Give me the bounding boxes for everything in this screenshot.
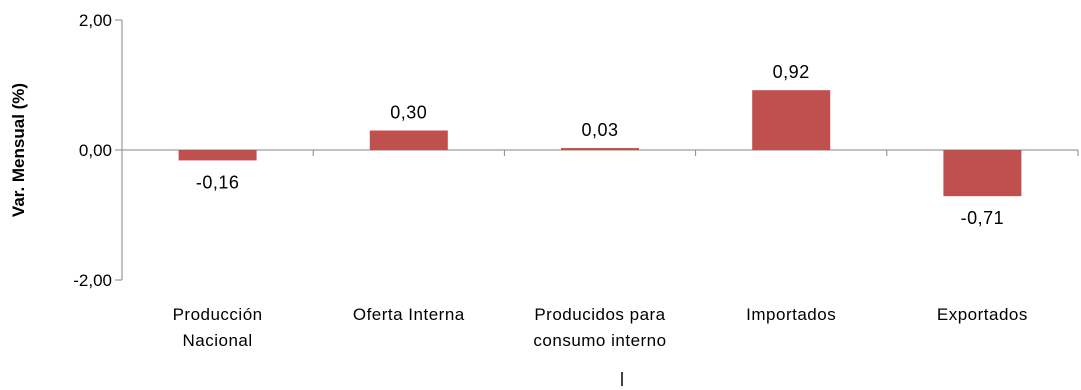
x-tick-label: Oferta Interna xyxy=(353,305,465,324)
bar xyxy=(561,148,639,150)
x-tick-label-line: Exportados xyxy=(937,305,1028,324)
x-tick-label-line: Importados xyxy=(746,305,836,324)
data-label: 0,92 xyxy=(773,62,810,82)
y-axis-title-group: Var. Mensual (%) xyxy=(9,83,28,217)
bar xyxy=(369,130,448,150)
bar xyxy=(752,90,831,150)
x-tick-label-line: Producidos para xyxy=(534,305,665,324)
x-tick-label-line: Producción xyxy=(173,305,263,324)
x-tick-label: Exportados xyxy=(937,305,1028,324)
x-tick-label-line: consumo interno xyxy=(533,331,666,350)
labels: -0,16 Producción Nacional 0,30 Oferta Intern… xyxy=(173,62,1028,350)
x-tick-label: Importados xyxy=(746,305,836,324)
data-label: 0,03 xyxy=(581,120,618,140)
bar xyxy=(943,150,1022,197)
data-label: -0,16 xyxy=(196,172,240,192)
x-tick-label-line: Nacional xyxy=(183,331,253,350)
y-tick-label: -2,00 xyxy=(73,271,112,290)
x-tick-label: Producidos para consumo interno xyxy=(533,305,666,350)
x-tick-label-line: Oferta Interna xyxy=(353,305,465,324)
axes: 2,00 0,00 -2,00 xyxy=(73,11,1079,290)
bars xyxy=(178,90,1022,197)
y-axis-title: Var. Mensual (%) xyxy=(9,83,28,217)
y-tick-label: 2,00 xyxy=(79,11,112,30)
bar xyxy=(178,150,257,161)
data-label: 0,30 xyxy=(390,103,427,123)
x-tick-label: Producción Nacional xyxy=(173,305,263,350)
y-tick-label: 0,00 xyxy=(79,141,112,160)
data-label: -0,71 xyxy=(961,208,1005,228)
